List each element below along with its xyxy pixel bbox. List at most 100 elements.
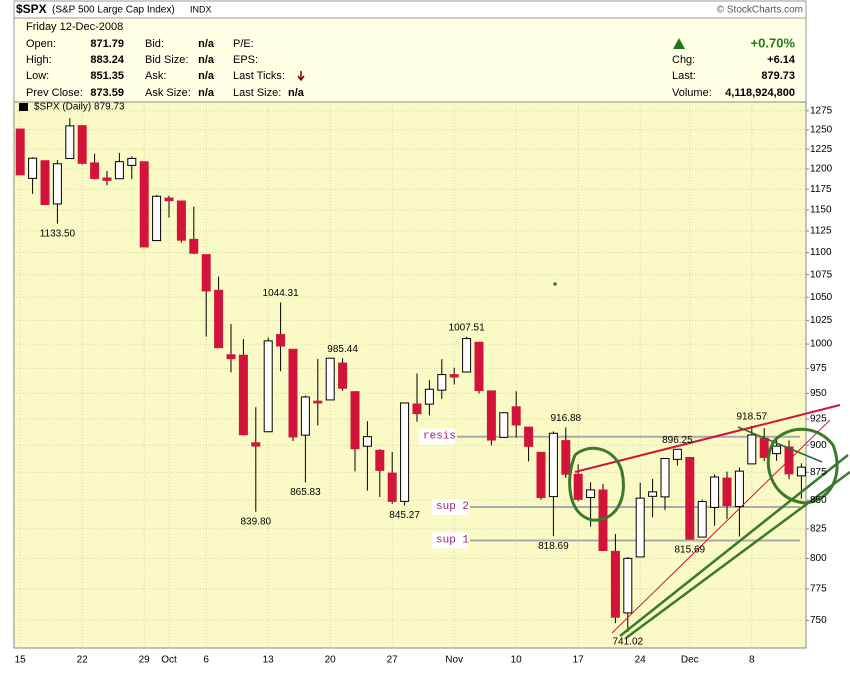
y-tick-label: 1250 xyxy=(810,124,833,135)
x-tick-label: Dec xyxy=(681,655,699,666)
field-value: n/a xyxy=(198,38,215,50)
field-label: Volume: xyxy=(672,87,712,99)
candle-body xyxy=(573,473,583,500)
y-tick-label: 875 xyxy=(810,467,827,478)
legend: $SPX (Daily) 879.73 xyxy=(34,102,125,113)
field-label: High: xyxy=(26,54,52,66)
candle-body xyxy=(400,402,410,502)
symbol-name: (S&P 500 Large Cap Index) xyxy=(52,5,175,16)
field-value: 879.73 xyxy=(761,70,795,82)
plot xyxy=(14,102,809,648)
candle-body xyxy=(623,557,633,614)
candle-body xyxy=(648,491,658,497)
x-tick-label: Nov xyxy=(445,655,463,666)
y-tick-label: 1275 xyxy=(810,105,833,116)
change-pct: +0.70% xyxy=(751,35,796,50)
candle-body xyxy=(412,403,422,415)
price-label: 865.83 xyxy=(290,487,321,498)
candle-body xyxy=(15,128,25,176)
header-strip xyxy=(13,0,807,19)
copyright[interactable]: © StockCharts.com xyxy=(717,5,803,16)
price-label: 741.02 xyxy=(613,637,644,648)
y-tick-label: 825 xyxy=(810,523,827,534)
y-tick-label: 1025 xyxy=(810,315,833,326)
candle-body xyxy=(499,412,509,438)
candle-body xyxy=(90,162,100,179)
y-tick-label: 1200 xyxy=(810,164,833,175)
candle-body xyxy=(338,362,348,389)
candle-body xyxy=(672,448,682,460)
candle-body xyxy=(586,489,596,499)
y-tick-label: 1075 xyxy=(810,269,833,280)
x-tick-label: 15 xyxy=(15,655,27,666)
candle-body xyxy=(325,357,335,401)
circle-mark xyxy=(568,446,625,522)
y-tick-label: 850 xyxy=(810,495,827,506)
level-label-box xyxy=(419,428,455,445)
field-value: n/a xyxy=(198,70,215,82)
y-tick-label: 925 xyxy=(810,414,827,425)
x-tick-label: 20 xyxy=(325,655,337,666)
candle-body xyxy=(102,177,112,181)
x-tick-label: 6 xyxy=(203,655,209,666)
y-tick-label: 975 xyxy=(810,363,827,374)
field-label: Prev Close: xyxy=(26,87,83,99)
candle-body xyxy=(176,200,186,241)
field-label: Last: xyxy=(672,70,696,82)
level-label: resis xyxy=(423,431,456,443)
x-tick-label: 13 xyxy=(263,655,275,666)
level-label-box xyxy=(432,498,468,515)
candle-body xyxy=(710,476,720,508)
x-tick-label: Oct xyxy=(161,655,177,666)
candle-body xyxy=(796,466,806,477)
field-label: Chg: xyxy=(672,54,695,66)
candle-body xyxy=(486,390,496,441)
price-label: 845.27 xyxy=(389,510,420,521)
field-label: Low: xyxy=(26,70,49,82)
candle-body xyxy=(251,442,261,447)
x-tick-label: 17 xyxy=(573,655,585,666)
candle-body xyxy=(610,550,620,618)
field-label: Bid Size: xyxy=(145,54,188,66)
candle-body xyxy=(660,457,670,498)
field-label: Ask Size: xyxy=(145,87,191,99)
price-label: 916.88 xyxy=(551,413,582,424)
candle-body xyxy=(387,472,397,502)
y-tick-label: 1150 xyxy=(810,204,832,215)
y-tick-label: 1050 xyxy=(810,292,833,303)
field-value: n/a xyxy=(288,87,305,99)
candle-body xyxy=(52,163,62,205)
candle-body xyxy=(28,157,38,179)
trend-line xyxy=(625,470,850,640)
field-value: 871.79 xyxy=(90,38,124,50)
price-label: 918.57 xyxy=(737,411,768,422)
y-tick-label: 1175 xyxy=(810,184,832,195)
x-tick-label: 29 xyxy=(139,655,151,666)
y-tick-label: 1125 xyxy=(810,226,832,237)
candle-body xyxy=(238,354,248,436)
trend-line xyxy=(737,426,823,463)
symbol: $SPX xyxy=(16,2,47,16)
candle-body xyxy=(189,238,199,254)
plot-area xyxy=(13,101,807,649)
tick-arrow xyxy=(297,71,305,82)
price-label: 818.69 xyxy=(538,541,569,552)
dot-mark xyxy=(553,282,557,286)
candle-body xyxy=(201,254,211,292)
candle-body xyxy=(77,125,87,164)
candle-body xyxy=(362,436,372,447)
candle-body xyxy=(300,396,310,436)
candle-body xyxy=(288,348,298,438)
candle-body xyxy=(462,338,472,373)
x-tick-label: 24 xyxy=(635,655,647,666)
candle-body xyxy=(697,500,707,538)
candle-body xyxy=(561,440,571,475)
y-tick-label: 1225 xyxy=(810,144,833,155)
price-label: 896.25 xyxy=(662,435,693,446)
candle-body xyxy=(759,437,769,458)
candle-body xyxy=(263,340,273,433)
candle-body xyxy=(375,449,385,471)
field-value: +6.14 xyxy=(767,54,796,66)
price-label: 839.80 xyxy=(241,516,272,527)
candle-body xyxy=(511,406,521,426)
